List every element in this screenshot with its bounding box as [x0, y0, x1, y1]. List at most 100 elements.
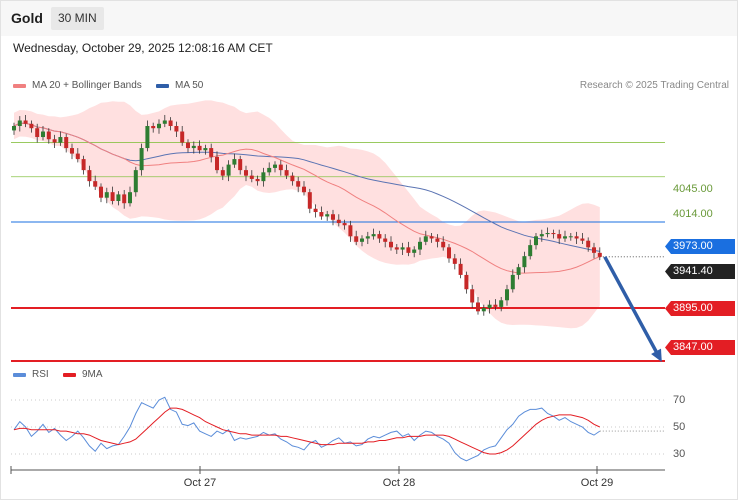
candle-body: [209, 148, 214, 157]
candle-body: [244, 170, 248, 176]
candle-body: [116, 194, 121, 202]
candle-body: [476, 302, 480, 312]
candle-body: [551, 232, 556, 235]
candle-body: [325, 214, 330, 217]
candle-body: [145, 126, 150, 149]
candle-body: [406, 247, 411, 253]
candle-body: [104, 192, 109, 198]
candle-body: [423, 236, 428, 242]
candle-body: [41, 131, 45, 138]
pivot-price-tag: 3973.00: [665, 239, 735, 254]
candle-body: [58, 137, 63, 143]
candle-body: [342, 223, 347, 226]
candle-body: [70, 148, 74, 154]
candle-body: [499, 300, 504, 307]
candle-body: [394, 247, 399, 250]
candle-body: [383, 238, 388, 242]
candle-body: [162, 120, 167, 124]
candle-body: [23, 120, 28, 124]
support-price-tag-3847: 3847.00: [665, 340, 735, 355]
candle-body: [93, 181, 98, 187]
candle-body: [226, 164, 231, 176]
date-tick-oct27: Oct 27: [183, 477, 217, 489]
candle-body: [278, 164, 283, 171]
candle-body: [435, 238, 440, 242]
candle-body: [487, 304, 492, 308]
candle-body: [220, 170, 225, 176]
ma20-legend-label: MA 20 + Bollinger Bands: [32, 80, 142, 91]
candle-body: [348, 225, 353, 237]
candle-body: [313, 208, 318, 213]
candle-body: [203, 148, 208, 151]
candle-body: [87, 170, 92, 182]
candle-body: [516, 267, 521, 275]
candle-body: [249, 175, 254, 179]
candle-body: [157, 123, 161, 129]
candle-body: [81, 159, 86, 171]
candle-body: [510, 274, 515, 290]
candle-body: [110, 192, 115, 202]
candle-body: [302, 186, 306, 193]
timeframe-button[interactable]: 30 MIN: [51, 7, 104, 30]
candle-body: [261, 172, 266, 182]
candle-body: [563, 236, 567, 239]
chart-datetime: Wednesday, October 29, 2025 12:08:16 AM …: [13, 41, 273, 55]
candle-body: [400, 247, 405, 250]
candle-body: [592, 247, 596, 253]
candle-body: [389, 241, 393, 248]
candle-body: [319, 212, 324, 217]
candle-body: [296, 181, 301, 187]
candle-body: [151, 126, 156, 129]
date-tick-oct28: Oct 28: [382, 477, 416, 489]
candle-body: [52, 139, 57, 143]
candle-body: [580, 238, 585, 241]
candle-body: [290, 175, 295, 182]
candle-body: [597, 252, 602, 257]
candle-body: [186, 142, 190, 149]
candle-body: [133, 170, 138, 193]
candle-body: [255, 178, 260, 182]
candle-body: [75, 153, 80, 160]
candle-body: [232, 159, 237, 165]
candle-body: [377, 234, 382, 239]
candle-body: [464, 274, 469, 290]
ma50-legend-label: MA 50: [175, 80, 204, 91]
candle-body: [180, 131, 185, 143]
candle-body: [365, 236, 370, 239]
candle-body: [215, 156, 219, 171]
ma20-swatch: [13, 83, 26, 88]
candle-body: [273, 164, 277, 168]
rsi-legend-label: RSI: [32, 369, 49, 380]
candle-body: [568, 236, 573, 238]
ma20-line: [13, 122, 600, 274]
candle-body: [534, 236, 538, 246]
candle-body: [441, 241, 446, 248]
candle-body: [99, 186, 103, 198]
candle-body: [493, 304, 498, 307]
candle-body: [17, 120, 22, 126]
forecast-arrow: [603, 255, 660, 356]
candle-body: [545, 232, 550, 235]
candle-body: [505, 289, 509, 301]
candle-body: [360, 238, 364, 242]
candle-body: [64, 137, 69, 149]
candle-body: [128, 192, 132, 204]
candle-body: [191, 145, 196, 149]
support-price-tag-3895: 3895.00: [665, 301, 735, 316]
candle-body: [46, 131, 51, 140]
candle-body: [528, 245, 533, 257]
rsi-tick-70: 70: [673, 394, 686, 406]
candle-body: [452, 258, 457, 264]
ma9-legend-label: 9MA: [82, 369, 103, 380]
legend-9ma: 9MA: [63, 369, 103, 380]
candle-body: [429, 236, 434, 239]
candle-body: [539, 234, 544, 237]
chart-header: [0, 0, 738, 36]
level-label-4045: 4045.00: [673, 183, 713, 195]
candle-body: [371, 234, 376, 237]
date-tick-oct29: Oct 29: [580, 477, 614, 489]
candle-body: [470, 289, 475, 303]
ma50-swatch: [156, 83, 169, 88]
rsi-tick-50: 50: [673, 421, 686, 433]
